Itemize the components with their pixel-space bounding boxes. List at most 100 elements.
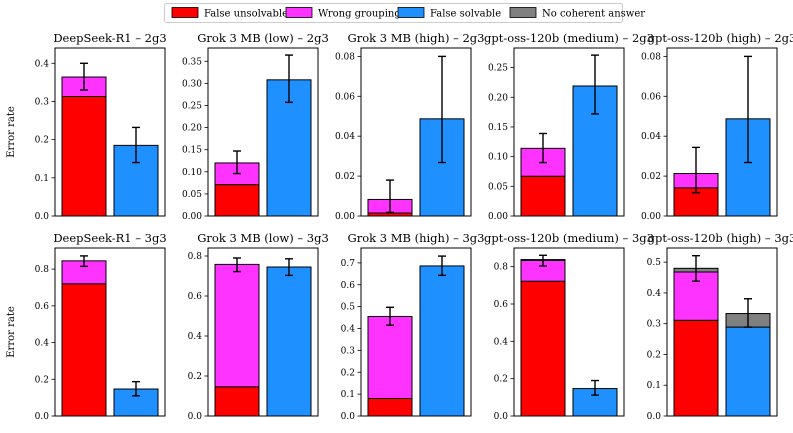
y-tick-label: 0.2 — [35, 136, 49, 146]
y-tick-label: 0.4 — [494, 337, 509, 347]
y-tick-label: 0.6 — [188, 292, 203, 302]
panel-title: gpt-oss-120b (high) – 3g3 — [648, 231, 793, 245]
axes-frame — [360, 47, 472, 217]
y-tick-label: 0.1 — [35, 174, 49, 184]
bar-segment-wrong_grouping — [367, 315, 413, 399]
bar-segment-false_unsolvable — [214, 184, 260, 217]
panel-title: Grok 3 MB (low) – 2g3 — [197, 31, 329, 45]
panel-title: gpt-oss-120b (medium) – 2g3 — [484, 31, 654, 45]
panel-4: gpt-oss-120b (medium) – 2g3 0.00 0.05 0.10 0… — [484, 31, 654, 222]
y-tick-label: 0.30 — [182, 79, 202, 89]
y-tick-label: 0.0 — [188, 412, 203, 422]
y-tick-label: 0.35 — [182, 57, 202, 67]
y-tick-label: 0.15 — [182, 146, 202, 156]
y-tick-label: 0.25 — [182, 101, 202, 111]
legend: False unsolvable Wrong grouping False solv… — [164, 3, 645, 23]
axes-frame — [666, 247, 778, 417]
panel-title: Grok 3 MB (high) – 2g3 — [348, 31, 485, 45]
y-tick-label: 0.05 — [488, 182, 508, 192]
panel-9: gpt-oss-120b (medium) – 3g3 0.0 0.2 0.4 0.6 0… — [484, 231, 654, 422]
y-tick-label: 0.08 — [335, 52, 355, 62]
y-tick-label: 0.3 — [647, 320, 662, 330]
y-tick-label: 0.3 — [35, 97, 50, 107]
legend-swatch-wrong_grouping — [285, 7, 313, 18]
legend-label-no_coherent: No coherent answer — [542, 9, 645, 20]
panel-3: Grok 3 MB (high) – 2g3 0.00 0.02 0.04 0.06 0.… — [335, 31, 485, 222]
y-tick-label: 0.10 — [488, 153, 508, 163]
y-tick-label: 0.06 — [335, 92, 355, 102]
legend-label-false_unsolvable: False unsolvable — [204, 9, 288, 20]
y-tick-label: 0.6 — [341, 281, 356, 291]
legend-swatch-false_solvable — [397, 7, 425, 18]
y-tick-label: 0.7 — [341, 259, 356, 269]
axes-frame — [666, 47, 778, 217]
axes-frame — [360, 247, 472, 417]
y-tick-label: 0.02 — [641, 172, 661, 182]
bar-segment-false_unsolvable — [61, 283, 107, 417]
y-tick-label: 0.00 — [335, 212, 355, 222]
axes-frame — [513, 247, 625, 417]
y-tick-label: 0.0 — [494, 412, 509, 422]
y-tick-label: 0.2 — [494, 375, 508, 385]
y-tick-label: 0.8 — [35, 265, 50, 275]
y-tick-label: 0.0 — [341, 412, 356, 422]
y-tick-label: 0.04 — [335, 132, 355, 142]
legend-label-false_solvable: False solvable — [430, 9, 501, 20]
chart-panels: DeepSeek-R1 – 2g3 0.0 0.1 0.2 0.3 0.4 Error ra… — [6, 31, 793, 422]
panel-title: gpt-oss-120b (medium) – 3g3 — [484, 231, 654, 245]
y-tick-label: 0.02 — [335, 172, 355, 182]
bar-segment-false_unsolvable — [367, 398, 413, 417]
y-tick-label: 0.1 — [647, 381, 661, 391]
y-tick-label: 0.8 — [188, 252, 203, 262]
bar-segment-false_unsolvable — [61, 95, 107, 217]
bar-segment-false_unsolvable — [673, 319, 719, 417]
y-tick-label: 0.5 — [341, 303, 356, 313]
y-tick-label: 0.00 — [182, 212, 202, 222]
panel-6: DeepSeek-R1 – 3g3 0.0 0.2 0.4 0.6 0.8 Error ra… — [6, 231, 167, 422]
y-tick-label: 0.25 — [488, 64, 508, 74]
panel-title: Grok 3 MB (low) – 3g3 — [197, 231, 329, 245]
axes-frame — [54, 47, 166, 217]
y-tick-label: 0.06 — [641, 92, 661, 102]
y-tick-label: 0.2 — [647, 350, 661, 360]
legend-frame — [164, 3, 623, 23]
bar-segment-false_unsolvable — [520, 280, 566, 417]
y-tick-label: 0.3 — [341, 346, 356, 356]
y-tick-label: 0.10 — [182, 168, 202, 178]
y-tick-label: 0.4 — [647, 289, 662, 299]
y-axis-label: Error rate — [6, 306, 17, 358]
bar-segment-false_solvable — [266, 266, 312, 417]
y-tick-label: 0.05 — [182, 190, 202, 200]
y-tick-label: 0.2 — [35, 375, 49, 385]
axes-frame — [207, 247, 319, 417]
y-tick-label: 0.2 — [188, 372, 202, 382]
panel-8: Grok 3 MB (high) – 3g3 0.0 0.1 0.2 0.3 0.4 0.5… — [341, 231, 485, 422]
y-tick-label: 0.20 — [182, 124, 202, 134]
y-tick-label: 0.6 — [494, 300, 509, 310]
panel-1: DeepSeek-R1 – 2g3 0.0 0.1 0.2 0.3 0.4 Error ra… — [6, 31, 167, 222]
y-tick-label: 0.0 — [647, 412, 662, 422]
panel-title: Grok 3 MB (high) – 3g3 — [348, 231, 485, 245]
legend-swatch-no_coherent — [509, 7, 537, 18]
y-tick-label: 0.4 — [35, 59, 50, 69]
axes-frame — [207, 47, 319, 217]
y-tick-label: 0.04 — [641, 132, 661, 142]
y-tick-label: 0.1 — [341, 390, 355, 400]
panel-title: gpt-oss-120b (high) – 2g3 — [648, 31, 793, 45]
panel-7: Grok 3 MB (low) – 3g3 0.0 0.2 0.4 0.6 0.8 — [188, 231, 329, 422]
bar-segment-false_unsolvable — [214, 386, 260, 417]
y-tick-label: 0.00 — [488, 212, 508, 222]
y-tick-label: 0.0 — [35, 212, 50, 222]
y-tick-label: 0.8 — [494, 263, 509, 273]
legend-swatch-false_unsolvable — [171, 7, 199, 18]
y-tick-label: 0.20 — [488, 93, 508, 103]
axes-frame — [513, 47, 625, 217]
y-tick-label: 0.5 — [647, 258, 662, 268]
panel-title: DeepSeek-R1 – 3g3 — [53, 231, 166, 245]
y-tick-label: 0.4 — [341, 325, 356, 335]
legend-label-wrong_grouping: Wrong grouping — [318, 9, 401, 20]
panel-title: DeepSeek-R1 – 2g3 — [53, 31, 166, 45]
y-tick-label: 0.15 — [488, 123, 508, 133]
y-tick-label: 0.00 — [641, 212, 661, 222]
